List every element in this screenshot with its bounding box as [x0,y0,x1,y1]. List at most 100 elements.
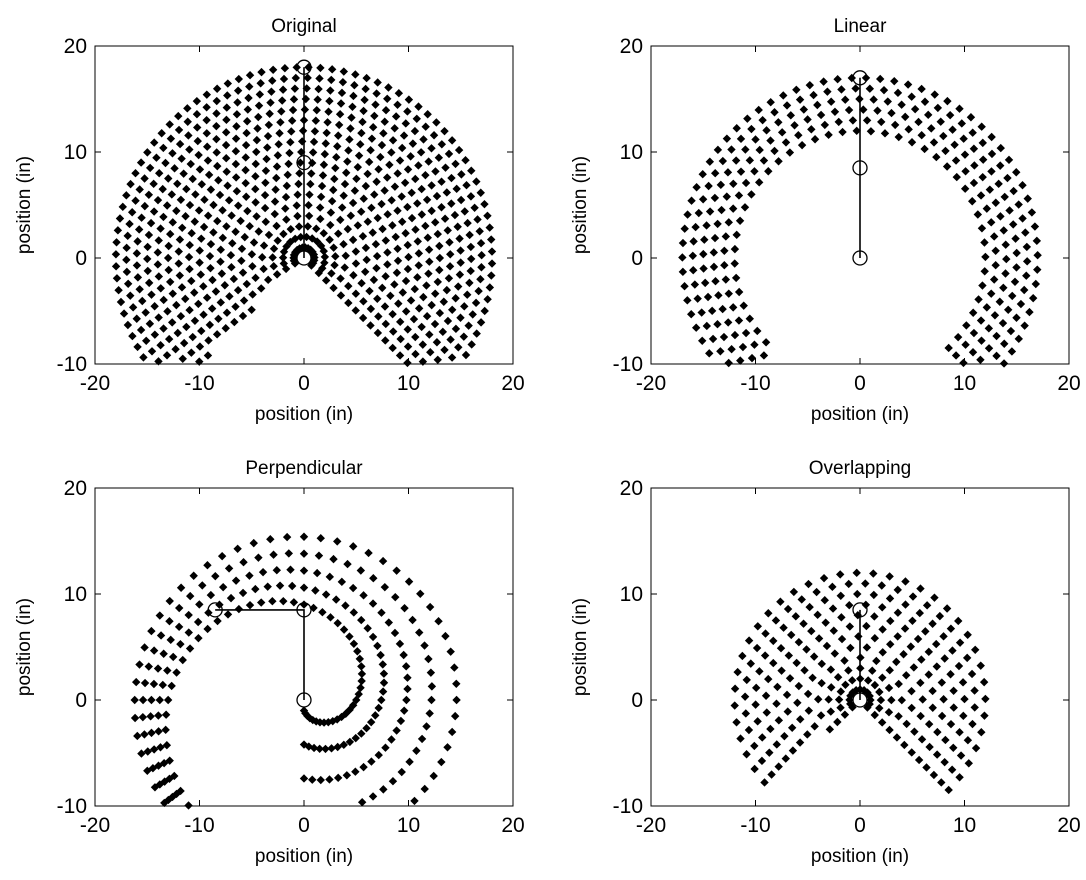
workspace-point [461,350,471,360]
workspace-point [337,712,346,722]
workspace-point [341,251,350,260]
workspace-point [363,217,373,226]
workspace-point [942,604,952,613]
workspace-point [154,727,163,736]
workspace-point [173,179,182,188]
workspace-point [181,212,190,221]
workspace-point [328,716,337,726]
workspace-point [429,771,438,781]
workspace-point [901,577,910,586]
workspace-point [944,343,953,353]
workspace-point [452,679,461,688]
workspace-point [353,647,362,656]
workspace-point [960,184,970,193]
workspace-point [294,179,303,189]
workspace-point [368,228,377,237]
workspace-point [374,703,383,713]
workspace-point [234,74,244,84]
arm-joint [852,250,868,266]
workspace-point [794,131,803,140]
workspace-point [381,106,391,115]
workspace-point [702,321,712,331]
workspace-point [156,743,165,752]
workspace-point [149,207,159,216]
workspace-point [1019,285,1029,295]
workspace-point [176,583,186,592]
workspace-point [345,705,354,715]
workspace-point [138,695,148,705]
workspace-point [325,572,335,582]
x-axis-label: position (in) [811,404,909,425]
workspace-point [239,296,249,305]
workspace-point [869,590,879,600]
workspace-point [779,91,788,100]
workspace-point [139,353,148,362]
workspace-point [193,617,203,627]
workspace-point [795,738,805,747]
workspace-point [1012,313,1021,322]
workspace-point [222,222,231,231]
workspace-point [310,127,320,136]
workspace-point [306,179,315,189]
workspace-point [949,703,958,712]
workspace-point [792,658,801,668]
x-tick-label: -10 [184,372,214,395]
workspace-point [203,560,212,570]
workspace-point [475,227,484,236]
workspace-point [879,85,889,95]
workspace-point [176,786,185,796]
workspace-point [123,320,133,330]
workspace-point [222,154,231,163]
workspace-point [774,118,783,127]
workspace-point [854,632,863,641]
workspace-point [126,291,135,300]
workspace-point [741,709,751,718]
workspace-point [840,710,850,719]
workspace-point [361,267,370,276]
workspace-point [890,76,899,86]
workspace-point [694,208,703,218]
workspace-point [446,250,455,259]
workspace-point [366,304,376,314]
workspace-point [968,348,978,357]
workspace-point [324,718,333,727]
workspace-point [885,594,895,603]
workspace-point [164,241,173,251]
workspace-point [228,239,237,248]
workspace-point [476,275,485,284]
workspace-point [132,314,141,323]
workspace-point [156,284,165,293]
workspace-point [340,263,349,272]
workspace-point [358,232,368,241]
workspace-point [917,655,926,664]
workspace-point [970,686,979,695]
workspace-point [705,157,715,166]
workspace-point [410,796,419,806]
workspace-point [852,126,861,136]
workspace-point [978,281,987,290]
workspace-point [161,725,170,735]
workspace-point [833,75,842,84]
workspace-point [467,340,476,349]
workspace-point [166,635,175,645]
workspace-point [990,311,1000,320]
workspace-point [678,267,688,277]
workspace-point [203,624,212,634]
workspace-point [826,707,836,716]
workspace-point [147,626,156,636]
x-tick-label: 10 [953,814,976,837]
workspace-point [404,577,414,586]
workspace-point [248,262,257,271]
workspace-point [346,124,355,133]
workspace-point [817,678,826,688]
workspace-point [793,698,802,707]
workspace-point [444,149,454,159]
workspace-point [994,179,1003,189]
workspace-point [817,659,826,669]
workspace-point [168,289,177,298]
workspace-point [260,203,270,213]
workspace-point [177,283,187,292]
workspace-point [746,659,755,668]
workspace-point [221,324,230,333]
